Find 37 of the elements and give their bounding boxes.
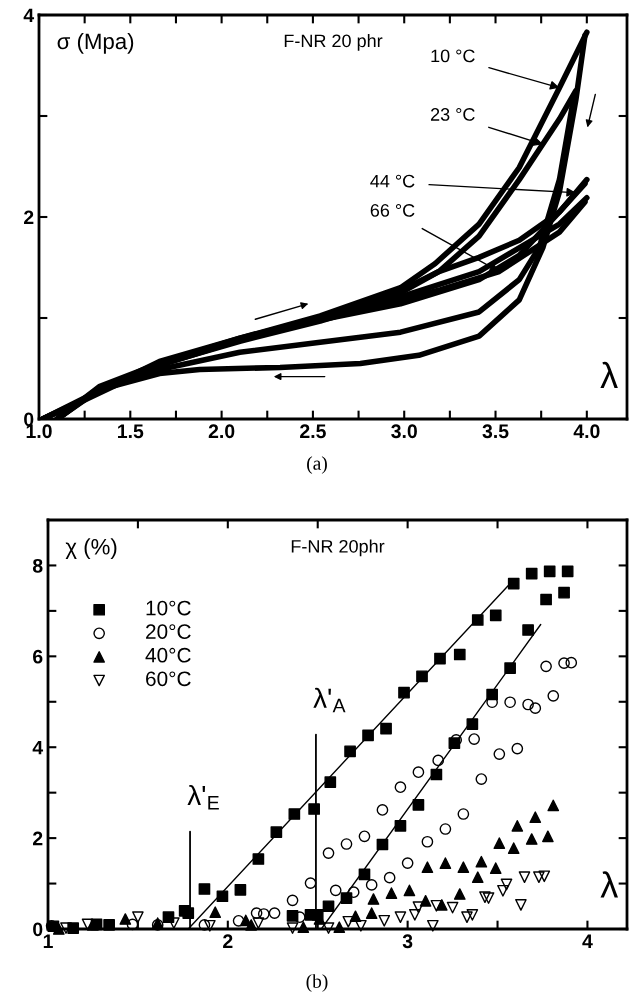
annotation: 44 °C xyxy=(370,174,415,188)
legend-label: 10°C xyxy=(146,600,191,616)
x-tick-label: 1.0 xyxy=(26,424,52,439)
legend-label: 60°C xyxy=(146,671,191,687)
y-tick-label: 2 xyxy=(33,831,43,846)
x-tick-label: 2.5 xyxy=(300,424,326,439)
y-tick-label: 4 xyxy=(23,8,35,23)
text: (b) xyxy=(306,974,328,992)
x-tick-label: 4.0 xyxy=(573,424,600,439)
annotation: 23 °C xyxy=(430,108,475,121)
text: F-NR 20 phr xyxy=(284,33,383,51)
x-tick-label: 4 xyxy=(582,934,593,948)
annotation: 10 °C xyxy=(431,49,475,63)
annotation: λ'$_{E}$ xyxy=(187,784,219,810)
legend-label: 40°C xyxy=(145,647,191,663)
text: (a) xyxy=(307,456,327,474)
y-axis-title: χ (%) xyxy=(65,538,117,559)
x-tick-label: 2 xyxy=(223,934,233,948)
x-tick-label: 1 xyxy=(43,934,53,948)
x-tick-label: 1.5 xyxy=(118,424,144,439)
x-tick-label: 2.0 xyxy=(208,424,235,439)
x-axis-title: λ xyxy=(600,871,618,898)
y-tick-label: 8 xyxy=(32,558,43,573)
annotation: λ'$_{A}$ xyxy=(313,687,346,713)
y-tick-label: 6 xyxy=(33,649,43,664)
x-tick-label: 3.0 xyxy=(391,424,417,439)
x-tick-label: 3 xyxy=(402,934,413,949)
y-tick-label: 2 xyxy=(24,210,34,225)
y-tick-label: 0 xyxy=(33,922,43,937)
y-tick-label: 0 xyxy=(24,412,34,427)
legend-label: 20°C xyxy=(146,624,191,639)
text: F-NR 20phr xyxy=(291,539,385,557)
y-tick-label: 4 xyxy=(32,740,44,755)
annotation: 66 °C xyxy=(370,204,415,217)
x-tick-label: 3.5 xyxy=(482,424,509,439)
y-axis-title: σ (Mpa) xyxy=(57,32,134,54)
x-axis-title: λ xyxy=(600,361,618,388)
